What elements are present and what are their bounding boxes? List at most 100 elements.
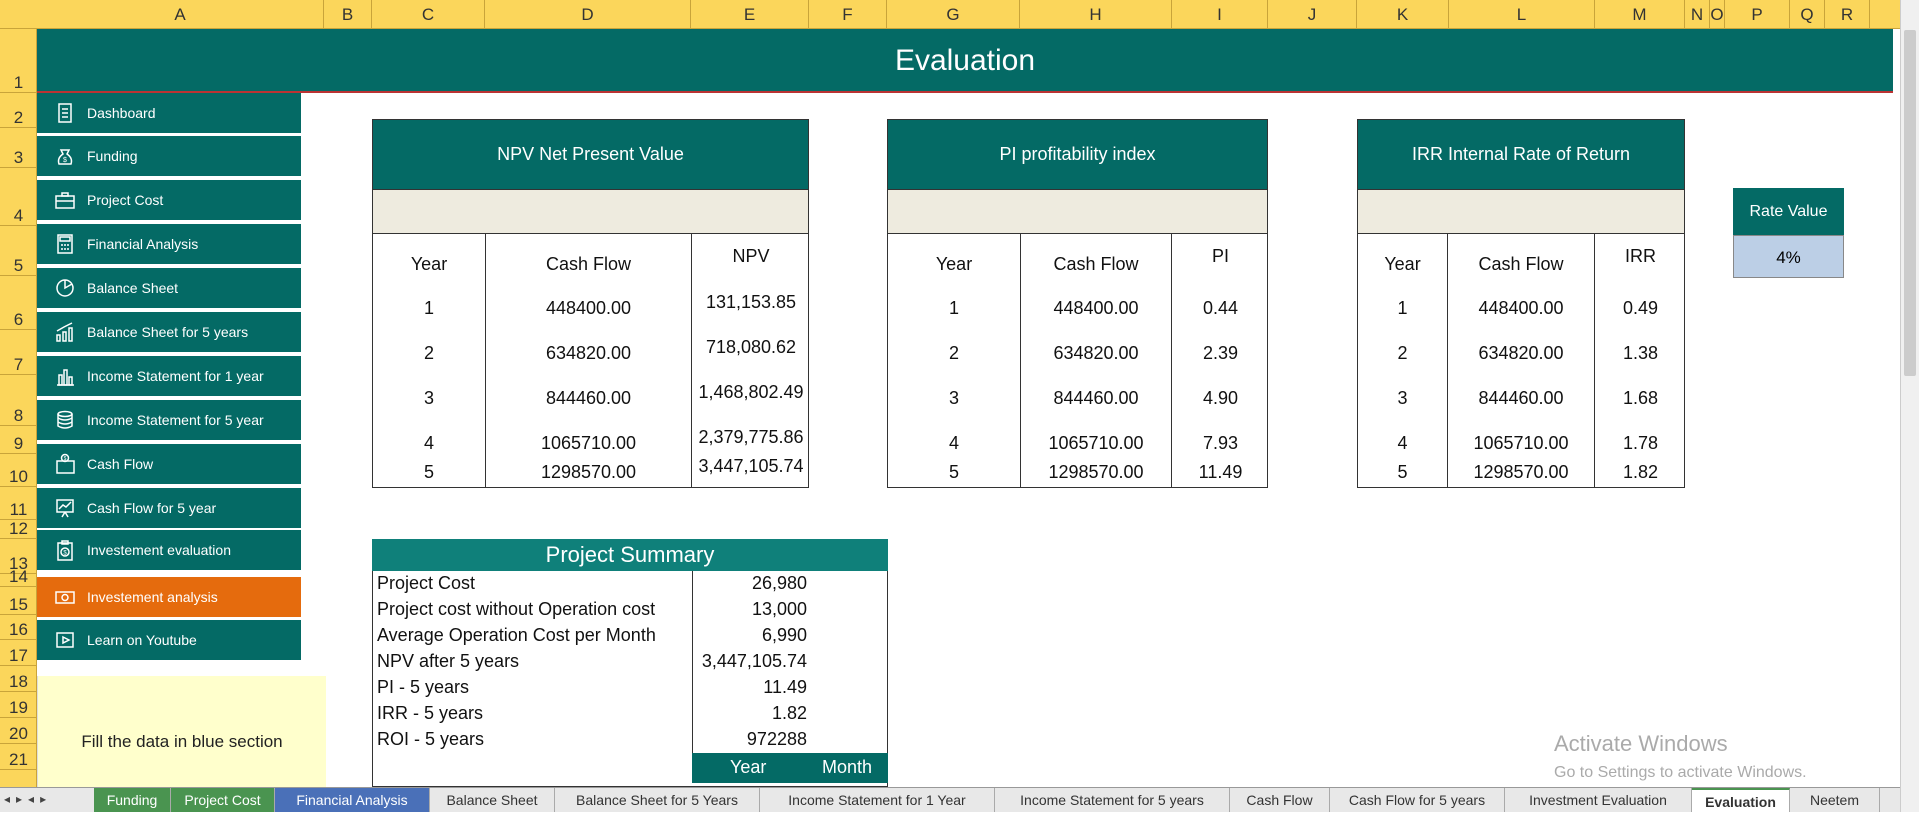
irr-cell[interactable]: 634820.00	[1478, 343, 1564, 363]
irr-cell[interactable]: 0.49	[1622, 298, 1659, 318]
sidebar-item-income-statement-for-1-year[interactable]: Income Statement for 1 year	[37, 356, 301, 397]
row-header-8[interactable]: 8	[0, 375, 37, 426]
npv-cell[interactable]: 131,153.85	[705, 292, 797, 312]
sheet-tab-evaluation[interactable]: Evaluation	[1692, 788, 1790, 812]
pi-cell[interactable]: 4.90	[1202, 388, 1239, 408]
column-header-l[interactable]: L	[1449, 0, 1595, 29]
row-header-14[interactable]: 14	[0, 568, 37, 587]
row-header-10[interactable]: 10	[0, 454, 37, 487]
npv-cell[interactable]: 1	[423, 298, 434, 318]
pi-cell[interactable]: 2	[948, 343, 959, 363]
sidebar-item-balance-sheet-for-5-years[interactable]: Balance Sheet for 5 years	[37, 312, 301, 353]
row-header-6[interactable]: 6	[0, 276, 37, 330]
summary-value[interactable]: 3,447,105.74	[701, 651, 807, 671]
pi-cell[interactable]: 1298570.00	[1048, 462, 1144, 482]
pi-cell[interactable]: 5	[948, 462, 959, 482]
sheet-tab-financial-analysis[interactable]: Financial Analysis	[275, 788, 430, 812]
row-header-3[interactable]: 3	[0, 128, 37, 168]
summary-value[interactable]: 6,990	[761, 625, 807, 645]
npv-cell[interactable]: 3,447,105.74	[698, 456, 804, 476]
row-header-18[interactable]: 18	[0, 666, 37, 692]
row-header-12[interactable]: 12	[0, 520, 37, 539]
npv-cell[interactable]: 634820.00	[545, 343, 632, 363]
sheet-tab-cash-flow-for-5-years[interactable]: Cash Flow for 5 years	[1330, 788, 1505, 812]
npv-cell[interactable]: 2	[423, 343, 434, 363]
sidebar-item-project-cost[interactable]: Project Cost	[37, 180, 301, 221]
irr-cell[interactable]: 1.78	[1622, 433, 1659, 453]
sheet-tab-income-statement-for-5-years[interactable]: Income Statement for 5 years	[995, 788, 1230, 812]
sheet-tab-balance-sheet-for-5-years[interactable]: Balance Sheet for 5 Years	[555, 788, 760, 812]
summary-value[interactable]: 1.82	[771, 703, 807, 723]
sidebar-item-balance-sheet[interactable]: Balance Sheet	[37, 268, 301, 309]
vertical-scrollbar[interactable]	[1900, 0, 1919, 812]
column-header-j[interactable]: J	[1268, 0, 1357, 29]
pi-cell[interactable]: 1	[948, 298, 959, 318]
row-header-9[interactable]: 9	[0, 426, 37, 454]
pi-cell[interactable]: 2.39	[1202, 343, 1239, 363]
irr-cell[interactable]: 1.38	[1622, 343, 1659, 363]
column-header-n[interactable]: N	[1685, 0, 1710, 29]
pi-cell[interactable]: 11.49	[1198, 462, 1243, 482]
column-header-q[interactable]: Q	[1790, 0, 1825, 29]
irr-cell[interactable]: 1.82	[1622, 462, 1659, 482]
sidebar-item-income-statement-for-5-year[interactable]: Income Statement for 5 year	[37, 400, 301, 441]
pi-cell[interactable]: 7.93	[1202, 433, 1239, 453]
pi-cell[interactable]: 0.44	[1202, 298, 1239, 318]
sidebar-item-dashboard[interactable]: Dashboard	[37, 93, 301, 134]
npv-cell[interactable]: 1,468,802.49	[698, 382, 804, 402]
row-header-19[interactable]: 19	[0, 692, 37, 718]
sheet-tab-balance-sheet[interactable]: Balance Sheet	[430, 788, 555, 812]
irr-cell[interactable]: 1.68	[1622, 388, 1659, 408]
pi-cell[interactable]: 844460.00	[1053, 388, 1139, 408]
npv-cell[interactable]: 844460.00	[545, 388, 632, 408]
irr-cell[interactable]: 3	[1397, 388, 1408, 408]
column-header-r[interactable]: R	[1825, 0, 1870, 29]
row-header-7[interactable]: 7	[0, 330, 37, 375]
npv-cell[interactable]: 1298570.00	[540, 462, 637, 482]
irr-cell[interactable]: 1065710.00	[1473, 433, 1569, 453]
scroll-thumb[interactable]	[1904, 30, 1916, 376]
npv-cell[interactable]: 3	[423, 388, 434, 408]
tab-scroll-arrows-icon[interactable]: ◂▸◂▸	[4, 792, 53, 806]
irr-cell[interactable]: 2	[1397, 343, 1408, 363]
npv-cell[interactable]: 1065710.00	[540, 433, 637, 453]
irr-cell[interactable]: 1	[1397, 298, 1408, 318]
pi-cell[interactable]: 1065710.00	[1048, 433, 1144, 453]
sidebar-item-funding[interactable]: $ Funding	[37, 136, 301, 177]
sidebar-item-cash-flow[interactable]: $ Cash Flow	[37, 444, 301, 485]
row-header-5[interactable]: 5	[0, 226, 37, 276]
pi-cell[interactable]: 3	[948, 388, 959, 408]
row-header-16[interactable]: 16	[0, 615, 37, 640]
irr-cell[interactable]: 448400.00	[1478, 298, 1564, 318]
row-header-17[interactable]: 17	[0, 640, 37, 666]
pi-cell[interactable]: 634820.00	[1053, 343, 1139, 363]
pi-cell[interactable]: 4	[948, 433, 959, 453]
column-header-o[interactable]: O	[1710, 0, 1725, 29]
rate-value-input[interactable]: 4%	[1733, 235, 1844, 278]
row-header-11[interactable]: 11	[0, 487, 37, 520]
sidebar-item-financial-analysis[interactable]: Financial Analysis	[37, 224, 301, 265]
column-header-e[interactable]: E	[691, 0, 809, 29]
column-header-i[interactable]: I	[1172, 0, 1268, 29]
irr-cell[interactable]: 844460.00	[1478, 388, 1564, 408]
row-header-2[interactable]: 2	[0, 93, 37, 128]
column-header-g[interactable]: G	[887, 0, 1020, 29]
sheet-tab-project-cost[interactable]: Project Cost	[171, 788, 275, 812]
column-header-k[interactable]: K	[1357, 0, 1449, 29]
sheet-tab-investment-evaluation[interactable]: Investment Evaluation	[1505, 788, 1692, 812]
sidebar-item-investement-analysis[interactable]: Investement analysis	[37, 577, 301, 618]
summary-value[interactable]: 26,980	[751, 573, 807, 593]
column-header-h[interactable]: H	[1020, 0, 1172, 29]
npv-cell[interactable]: 2,379,775.86	[698, 427, 804, 447]
column-header-a[interactable]: A	[37, 0, 324, 29]
npv-cell[interactable]: 448400.00	[545, 298, 632, 318]
sidebar-item-learn-on-youtube[interactable]: Learn on Youtube	[37, 620, 301, 661]
summary-value[interactable]: 13,000	[751, 599, 807, 619]
column-header-p[interactable]: P	[1725, 0, 1790, 29]
column-header-c[interactable]: C	[372, 0, 485, 29]
column-header-m[interactable]: M	[1595, 0, 1685, 29]
npv-cell[interactable]: 4	[423, 433, 434, 453]
column-header-f[interactable]: F	[809, 0, 887, 29]
sheet-tab-funding[interactable]: Funding	[94, 788, 171, 812]
sheet-tab-income-statement-for-1-year[interactable]: Income Statement for 1 Year	[760, 788, 995, 812]
